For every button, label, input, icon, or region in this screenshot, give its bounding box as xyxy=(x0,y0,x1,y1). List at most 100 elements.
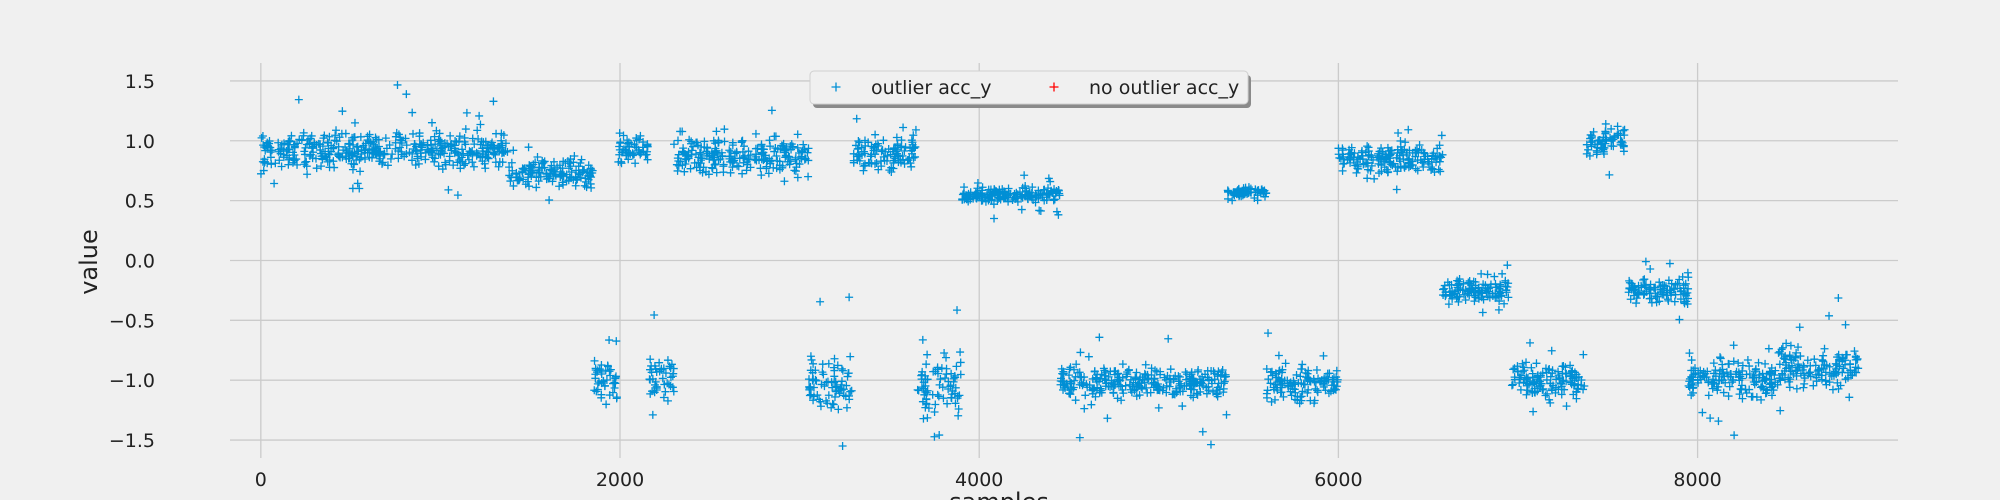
data-point xyxy=(1408,148,1417,157)
data-point xyxy=(345,154,354,163)
data-point xyxy=(966,188,975,197)
data-point xyxy=(1750,367,1759,376)
data-point xyxy=(921,381,930,390)
y-axis-label: value xyxy=(75,229,103,295)
data-point xyxy=(793,143,802,152)
data-point xyxy=(929,367,938,376)
data-point xyxy=(942,353,951,362)
data-point xyxy=(1124,365,1133,374)
data-point xyxy=(1759,384,1768,393)
data-point xyxy=(631,143,640,152)
data-point xyxy=(1132,392,1141,401)
data-point xyxy=(509,146,518,155)
data-point xyxy=(1297,396,1306,405)
data-point xyxy=(1786,341,1795,350)
data-point xyxy=(1385,151,1394,160)
data-point xyxy=(752,150,761,159)
data-point xyxy=(757,171,766,180)
data-point xyxy=(300,150,309,159)
data-point xyxy=(919,414,928,423)
data-point xyxy=(1034,191,1043,200)
legend-marker-outlier xyxy=(831,82,841,92)
data-point xyxy=(1796,352,1805,361)
data-point xyxy=(1599,133,1608,142)
data-point xyxy=(349,159,358,168)
data-point xyxy=(576,158,585,167)
data-point xyxy=(1057,364,1066,373)
data-point xyxy=(1088,385,1097,394)
data-point xyxy=(1434,165,1443,174)
data-point xyxy=(1251,185,1260,194)
data-point xyxy=(1180,382,1189,391)
data-point xyxy=(877,147,886,156)
data-point xyxy=(693,141,702,150)
data-point xyxy=(877,162,886,171)
data-point xyxy=(815,395,824,404)
data-point xyxy=(714,136,723,145)
data-point xyxy=(733,161,742,170)
data-point xyxy=(1109,388,1118,397)
data-point xyxy=(1168,390,1177,399)
data-point xyxy=(609,379,618,388)
data-point xyxy=(1218,366,1227,375)
data-point xyxy=(1328,375,1337,384)
data-point xyxy=(1027,188,1036,197)
data-point xyxy=(659,393,668,402)
data-point xyxy=(1162,388,1171,397)
data-point xyxy=(1385,158,1394,167)
data-point xyxy=(775,161,784,170)
legend-box xyxy=(809,70,1249,105)
data-point xyxy=(1061,383,1070,392)
data-point xyxy=(1620,131,1629,140)
data-point xyxy=(801,154,810,163)
data-point xyxy=(819,370,828,379)
data-point xyxy=(356,167,365,176)
data-point xyxy=(287,131,296,140)
legend-marker-plus xyxy=(831,82,841,92)
data-point xyxy=(1729,341,1738,350)
data-point xyxy=(330,163,339,172)
data-point xyxy=(529,166,538,175)
data-point xyxy=(1757,395,1766,404)
data-point xyxy=(1277,368,1286,377)
data-point xyxy=(695,148,704,157)
data-point xyxy=(386,154,395,163)
data-point xyxy=(1474,294,1483,303)
data-point xyxy=(1059,385,1068,394)
data-point xyxy=(897,136,906,145)
data-point xyxy=(624,155,633,164)
data-point xyxy=(458,145,467,154)
data-point xyxy=(946,381,955,390)
data-point xyxy=(899,123,908,132)
data-point xyxy=(1822,361,1831,370)
data-point xyxy=(339,146,348,155)
data-point xyxy=(494,162,503,171)
data-point xyxy=(686,164,695,173)
data-point xyxy=(1363,158,1372,167)
data-point xyxy=(1222,410,1231,419)
data-point xyxy=(1324,389,1333,398)
data-point xyxy=(1639,275,1648,284)
data-point xyxy=(922,360,931,369)
data-point xyxy=(1518,359,1527,368)
data-point xyxy=(1735,370,1744,379)
data-point xyxy=(1671,280,1680,289)
data-point xyxy=(1792,384,1801,393)
data-point xyxy=(449,161,458,170)
data-point xyxy=(866,152,875,161)
data-point xyxy=(694,153,703,162)
data-point xyxy=(1828,385,1837,394)
data-point xyxy=(1156,370,1165,379)
data-point xyxy=(1850,347,1859,356)
data-point xyxy=(1765,368,1774,377)
data-point xyxy=(310,138,319,147)
data-point xyxy=(602,400,611,409)
data-point xyxy=(732,147,741,156)
data-point xyxy=(549,172,558,181)
data-point xyxy=(1102,379,1111,388)
data-point xyxy=(1730,431,1739,440)
data-point xyxy=(1725,382,1734,391)
data-point xyxy=(1111,381,1120,390)
data-point xyxy=(809,396,818,405)
data-point xyxy=(1377,144,1386,153)
